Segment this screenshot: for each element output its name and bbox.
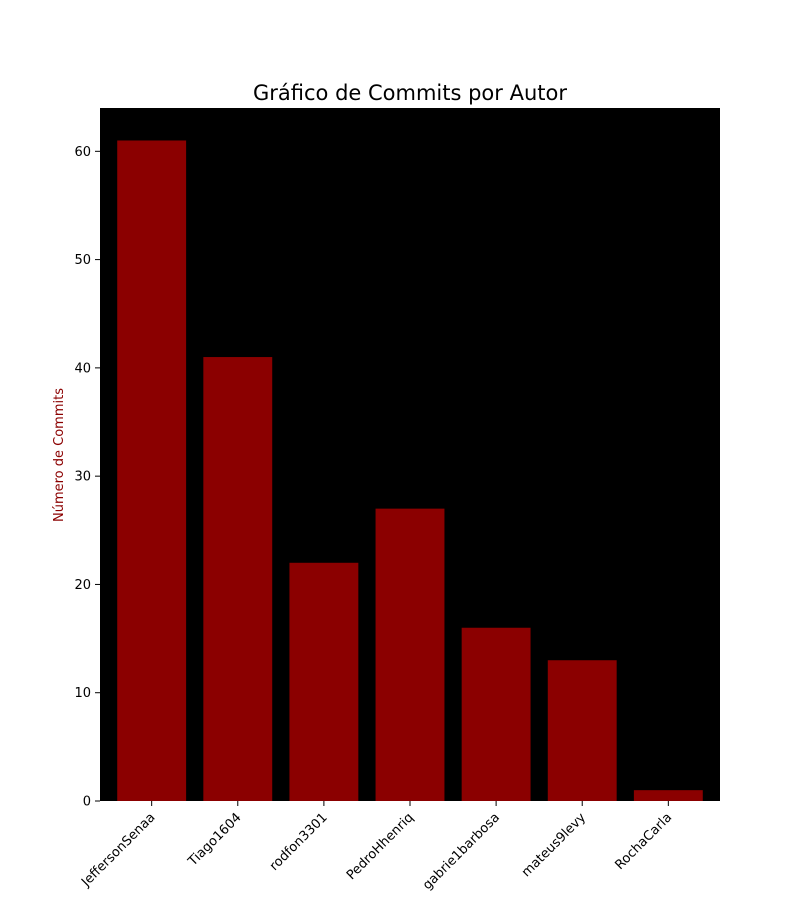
x-tick-label: mateus9levy [519, 810, 589, 880]
y-tick-label: 50 [74, 253, 91, 268]
chart-title: Gráfico de Commits por Autor [253, 81, 567, 105]
y-axis-label: Número de Commits [52, 388, 67, 522]
bar-mateus9levy [547, 660, 617, 801]
y-axis: 0 10 20 30 40 50 60 [74, 145, 100, 810]
bar-rodfon3301 [289, 562, 359, 801]
x-tick-label: rodfon3301 [267, 810, 331, 874]
y-tick-label: 20 [74, 578, 91, 593]
bar-PedroHhenriq [375, 508, 445, 801]
bar-Tiago1604 [203, 357, 273, 801]
x-tick-label: Tiago1604 [185, 810, 245, 870]
bars-group [117, 140, 703, 801]
x-tick-label: gabrie1barbosa [420, 810, 503, 893]
bar-RochaCarla [633, 790, 703, 801]
y-tick-label: 60 [74, 145, 91, 160]
bar-gabrie1barbosa [461, 627, 531, 801]
y-tick-label: 10 [74, 686, 91, 701]
y-tick-label: 40 [74, 361, 91, 376]
x-tick-label: JeffersonSenaa [78, 810, 158, 890]
x-tick-label: RochaCarla [612, 810, 675, 873]
x-tick-label: PedroHhenriq [344, 810, 417, 883]
y-tick-label: 0 [83, 795, 91, 810]
y-tick-label: 30 [74, 470, 91, 485]
bar-JeffersonSenaa [117, 140, 187, 801]
x-axis: JeffersonSenaa Tiago1604 rodfon3301 PedroHh… [78, 801, 675, 893]
